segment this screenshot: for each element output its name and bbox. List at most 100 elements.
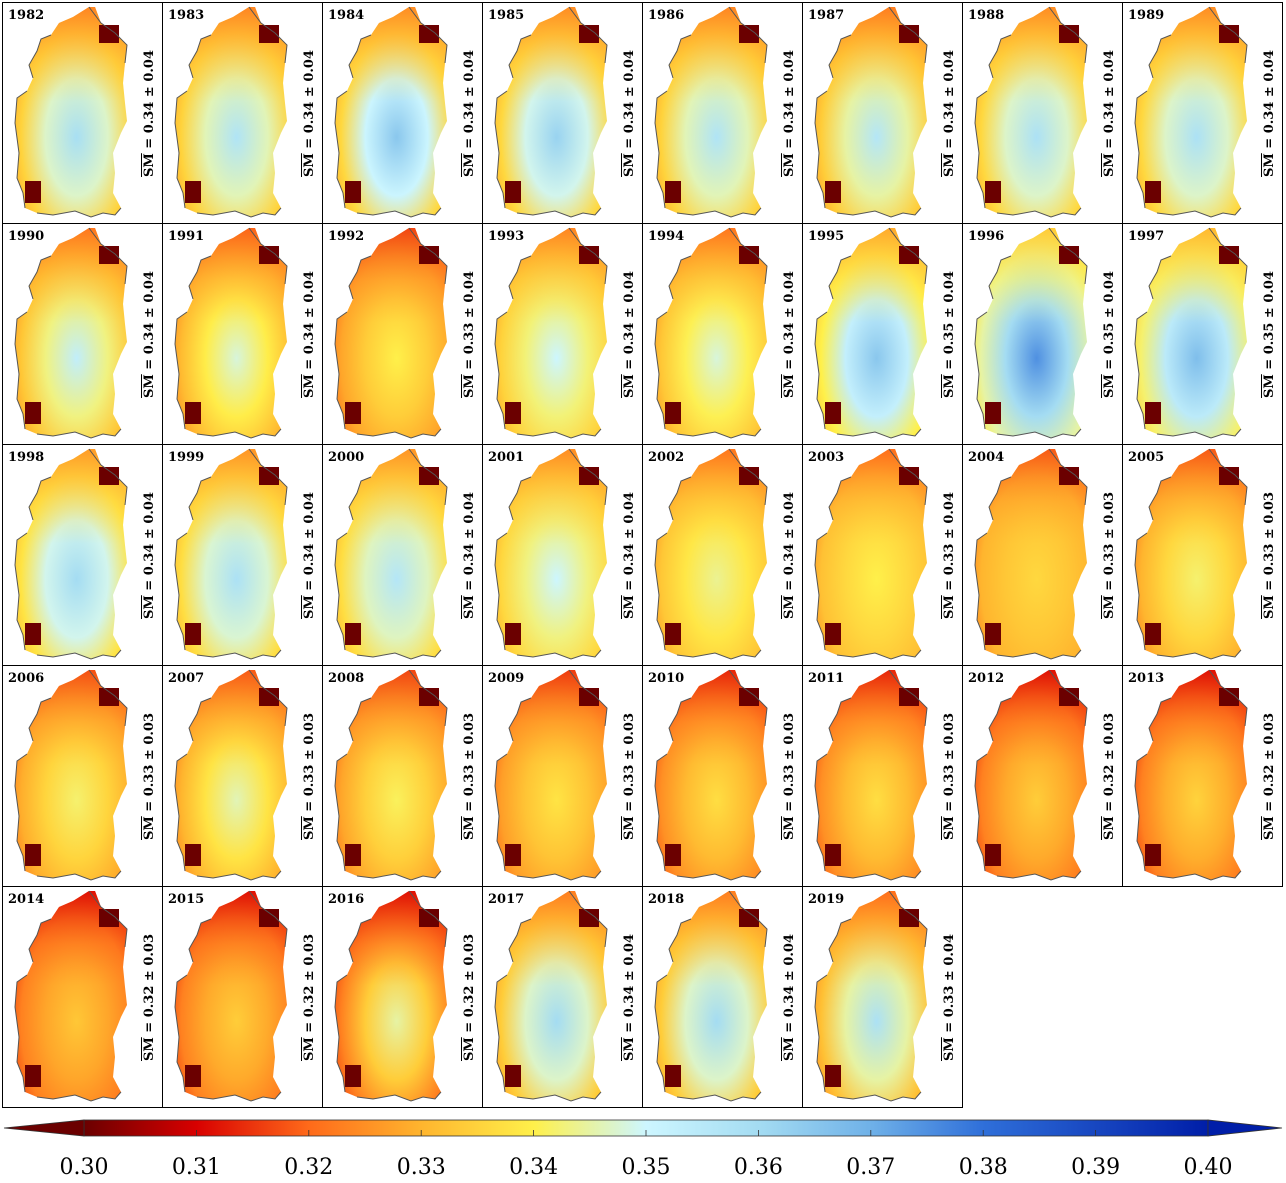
dry-patch [579,25,599,43]
soil-moisture-map [494,6,608,218]
coastline [334,448,448,660]
sm-value: = 0.33 ± 0.03 [941,712,957,816]
dry-patch [419,246,439,264]
coastline [334,227,448,439]
colorbar-max-arrow [1207,1119,1283,1137]
dry-patch [739,909,759,927]
sm-symbol: SM [141,594,157,619]
dry-patch [899,246,919,264]
year-label: 2015 [168,892,205,907]
dry-patch [505,181,521,203]
mean-sm-annotation: SM = 0.32 ± 0.03 [1262,713,1277,840]
colorbar-min-arrow [3,1119,85,1137]
coastline [1134,6,1248,218]
year-label: 2017 [488,892,525,907]
dry-patch [985,402,1001,424]
dry-patch [579,246,599,264]
year-label: 1998 [8,450,45,465]
year-label: 2014 [8,892,45,907]
map-panel-1989: 1989 SM = 0.34 ± 0.04 [1122,2,1283,224]
dry-patch [259,467,279,485]
mean-sm-annotation: SM = 0.34 ± 0.04 [782,934,797,1061]
map-panel-1982: 1982 SM = 0.34 ± 0.04 [2,2,163,224]
year-label: 2011 [808,671,845,686]
mean-sm-annotation: SM = 0.32 ± 0.03 [302,934,317,1061]
dry-patch [899,909,919,927]
sm-value: = 0.34 ± 0.04 [141,49,157,153]
year-label: 1984 [328,8,365,23]
dry-patch [185,844,201,866]
year-label: 2008 [328,671,365,686]
map-panel-1995: 1995 SM = 0.35 ± 0.04 [802,223,963,445]
soil-moisture-map [654,227,768,439]
mean-sm-annotation: SM = 0.33 ± 0.04 [942,492,957,619]
dry-patch [505,402,521,424]
colorbar-tick-label: 0.30 [60,1155,109,1180]
dry-patch [259,688,279,706]
coastline [334,890,448,1102]
mean-sm-annotation: SM = 0.32 ± 0.03 [462,934,477,1061]
year-label: 2006 [8,671,45,686]
map-panel-2000: 2000 SM = 0.34 ± 0.04 [322,444,483,666]
sm-value: = 0.33 ± 0.03 [781,712,797,816]
sm-symbol: SM [1101,594,1117,619]
sm-symbol: SM [1261,373,1277,398]
map-panel-1991: 1991 SM = 0.34 ± 0.04 [162,223,323,445]
mean-sm-annotation: SM = 0.34 ± 0.04 [462,492,477,619]
soil-moisture-map [174,669,288,881]
coastline [974,227,1088,439]
sm-value: = 0.33 ± 0.03 [1101,491,1117,595]
map-panel-2013: 2013 SM = 0.32 ± 0.03 [1122,665,1283,887]
soil-moisture-map [174,6,288,218]
mean-sm-annotation: SM = 0.34 ± 0.04 [622,934,637,1061]
coastline [334,6,448,218]
year-label: 2005 [1128,450,1165,465]
coastline [14,227,128,439]
soil-moisture-map [334,669,448,881]
soil-moisture-map [334,6,448,218]
sm-value: = 0.32 ± 0.03 [301,933,317,1037]
dry-patch [1145,181,1161,203]
soil-moisture-map [654,669,768,881]
map-panel-1985: 1985 SM = 0.34 ± 0.04 [482,2,643,224]
map-panel-1990: 1990 SM = 0.34 ± 0.04 [2,223,163,445]
year-label: 1994 [648,229,685,244]
year-label: 2013 [1128,671,1165,686]
mean-sm-annotation: SM = 0.33 ± 0.03 [942,713,957,840]
dry-patch [505,623,521,645]
year-label: 1989 [1128,8,1165,23]
sm-symbol: SM [781,152,797,177]
soil-moisture-map [494,669,608,881]
dry-patch [99,467,119,485]
year-label: 2018 [648,892,685,907]
mean-sm-annotation: SM = 0.33 ± 0.03 [782,713,797,840]
coastline [814,890,928,1102]
dry-patch [1059,246,1079,264]
soil-moisture-map [1134,669,1248,881]
coastline [654,890,768,1102]
dry-patch [665,623,681,645]
year-label: 1990 [8,229,45,244]
coastline [654,6,768,218]
sm-symbol: SM [941,1036,957,1061]
map-panel-1997: 1997 SM = 0.35 ± 0.04 [1122,223,1283,445]
coastline [174,448,288,660]
dry-patch [899,25,919,43]
mean-sm-annotation: SM = 0.35 ± 0.04 [1102,271,1117,398]
dry-patch [345,623,361,645]
map-panel-1983: 1983 SM = 0.34 ± 0.04 [162,2,323,224]
soil-moisture-map [654,448,768,660]
sm-value: = 0.33 ± 0.03 [1261,491,1277,595]
colorbar-tick-label: 0.37 [846,1155,895,1180]
year-label: 1987 [808,8,845,23]
soil-moisture-map [334,227,448,439]
dry-patch [825,623,841,645]
dry-patch [185,181,201,203]
dry-patch [25,402,41,424]
map-panel-2019: 2019 SM = 0.33 ± 0.04 [802,886,963,1108]
soil-moisture-map [814,890,928,1102]
soil-moisture-map [974,669,1088,881]
soil-moisture-map [974,227,1088,439]
soil-moisture-map [14,448,128,660]
dry-patch [985,844,1001,866]
